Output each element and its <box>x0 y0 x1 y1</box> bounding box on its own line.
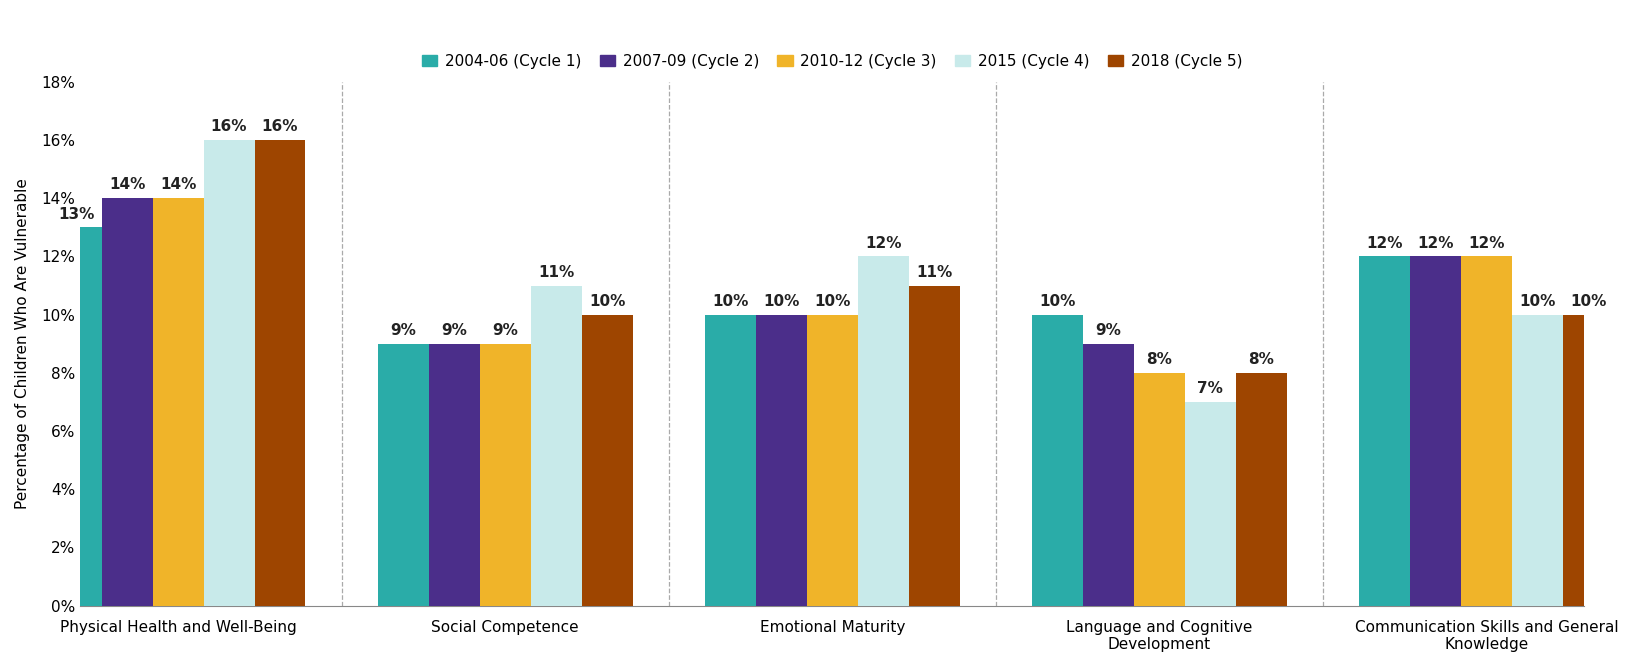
Bar <box>204 140 254 606</box>
Text: 9%: 9% <box>493 323 517 338</box>
Bar <box>102 198 153 606</box>
Text: 10%: 10% <box>712 294 748 309</box>
Text: 12%: 12% <box>865 235 901 251</box>
Bar <box>857 256 908 606</box>
Text: 10%: 10% <box>1519 294 1556 309</box>
Bar <box>1032 315 1083 606</box>
Text: 11%: 11% <box>916 265 953 279</box>
Text: 16%: 16% <box>211 119 247 134</box>
Bar <box>1236 373 1287 606</box>
Bar <box>480 344 531 606</box>
Bar <box>908 285 959 606</box>
Text: 10%: 10% <box>763 294 799 309</box>
Bar <box>377 344 428 606</box>
Bar <box>1185 402 1236 606</box>
Text: 8%: 8% <box>1147 352 1172 367</box>
Text: 13%: 13% <box>58 207 94 221</box>
Bar <box>1511 315 1562 606</box>
Text: 7%: 7% <box>1198 381 1223 396</box>
Text: 10%: 10% <box>814 294 850 309</box>
Bar <box>1083 344 1134 606</box>
Bar <box>531 285 582 606</box>
Bar <box>1360 256 1411 606</box>
Text: 12%: 12% <box>1468 235 1505 251</box>
Text: 16%: 16% <box>262 119 298 134</box>
Text: 9%: 9% <box>442 323 466 338</box>
Text: 9%: 9% <box>391 323 417 338</box>
Bar <box>1460 256 1511 606</box>
Bar <box>254 140 305 606</box>
Bar <box>153 198 204 606</box>
Text: 10%: 10% <box>1571 294 1607 309</box>
Text: 8%: 8% <box>1248 352 1274 367</box>
Text: 9%: 9% <box>1096 323 1121 338</box>
Text: 11%: 11% <box>537 265 574 279</box>
Bar <box>51 227 102 606</box>
Bar <box>756 315 808 606</box>
Y-axis label: Percentage of Children Who Are Vulnerable: Percentage of Children Who Are Vulnerabl… <box>15 178 30 509</box>
Bar <box>1134 373 1185 606</box>
Text: 12%: 12% <box>1417 235 1454 251</box>
Text: 14%: 14% <box>160 177 196 192</box>
Text: 10%: 10% <box>588 294 625 309</box>
Legend: 2004-06 (Cycle 1), 2007-09 (Cycle 2), 2010-12 (Cycle 3), 2015 (Cycle 4), 2018 (C: 2004-06 (Cycle 1), 2007-09 (Cycle 2), 20… <box>415 47 1248 75</box>
Text: 14%: 14% <box>109 177 145 192</box>
Bar <box>705 315 756 606</box>
Bar <box>582 315 633 606</box>
Bar <box>1411 256 1460 606</box>
Bar <box>428 344 480 606</box>
Text: 12%: 12% <box>1366 235 1402 251</box>
Bar <box>1562 315 1613 606</box>
Text: 10%: 10% <box>1040 294 1076 309</box>
Bar <box>808 315 857 606</box>
